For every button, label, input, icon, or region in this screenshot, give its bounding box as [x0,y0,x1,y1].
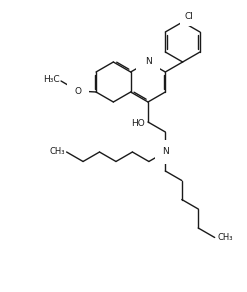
Text: CH₃: CH₃ [49,147,65,157]
Text: N: N [145,58,151,67]
Text: N: N [162,147,169,157]
Text: H₃C: H₃C [43,76,60,84]
Text: O: O [75,86,82,95]
Text: CH₃: CH₃ [218,233,233,242]
Text: Cl: Cl [185,12,193,21]
Text: HO: HO [131,119,145,128]
